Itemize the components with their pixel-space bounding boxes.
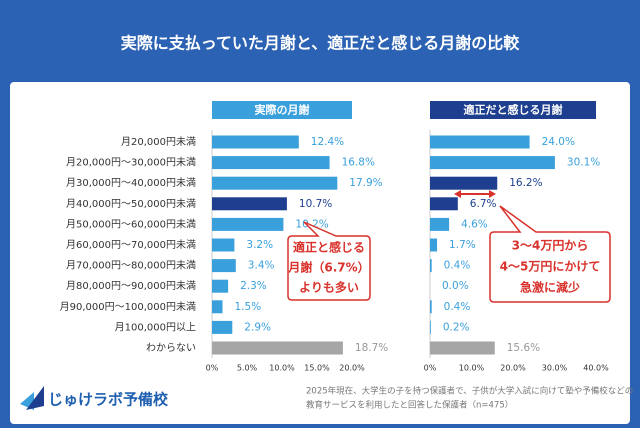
bar: [430, 217, 450, 231]
value-label: 0.4%: [444, 301, 471, 313]
x-tick-label: 10.0%: [269, 364, 295, 373]
callout-text: 3〜4万円から: [512, 239, 589, 253]
bar: [430, 259, 432, 273]
category-label: 月90,000円〜100,000円未満: [60, 301, 196, 313]
value-label: 1.7%: [449, 239, 476, 251]
callout-text: 適正と感じる: [293, 240, 365, 255]
callout-box: [287, 221, 371, 301]
category-label: 月20,000円未満: [121, 136, 196, 148]
panel-header: [212, 101, 352, 119]
bar: [212, 197, 287, 211]
page-title: 実際に支払っていた月謝と、適正だと感じる月謝の比較: [121, 34, 521, 53]
x-tick-label: 0%: [424, 364, 437, 373]
value-label: 24.0%: [542, 136, 575, 148]
value-label: 18.7%: [355, 342, 388, 354]
value-label: 4.6%: [461, 218, 488, 230]
value-label: 16.8%: [342, 157, 375, 169]
value-label: 3.2%: [246, 239, 273, 251]
category-label: 月50,000円〜60,000円未満: [66, 218, 196, 230]
callout-text: よりも多い: [299, 280, 359, 295]
callout-text: 月謝（6.7%）: [287, 260, 369, 275]
callout-box: [489, 205, 611, 303]
x-tick-label: 20.0%: [500, 364, 526, 373]
footnote: 教育サービスを利用したと回答した保護者（n=475）: [306, 400, 513, 411]
bar: [430, 341, 495, 355]
value-label: 12.4%: [311, 136, 344, 148]
bar: [430, 238, 438, 252]
x-tick-label: 0%: [206, 364, 219, 373]
category-label: 月70,000円〜80,000円未満: [66, 260, 196, 272]
value-label: 1.5%: [235, 301, 262, 313]
value-label: 6.7%: [470, 198, 497, 210]
bar: [430, 176, 498, 190]
value-label: 15.6%: [507, 342, 540, 354]
bar: [430, 156, 555, 170]
logo: じゅけラボ予備校: [48, 391, 169, 409]
value-label: 16.2%: [509, 177, 542, 189]
bar: [430, 197, 458, 211]
bar: [430, 135, 530, 149]
value-label: 10.2%: [295, 218, 328, 230]
x-tick-label: 40.0%: [583, 364, 609, 373]
value-label: 10.7%: [299, 198, 332, 210]
category-label: 月100,000円以上: [115, 321, 196, 333]
category-label: 月80,000円〜90,000円未満: [66, 280, 196, 292]
bar: [212, 341, 343, 355]
value-label: 0.4%: [444, 260, 471, 272]
bar: [212, 300, 223, 314]
panel-title: 適正だと感じる月謝: [464, 103, 563, 117]
value-label: 30.1%: [567, 157, 600, 169]
value-label: 2.3%: [240, 280, 267, 292]
bar: [212, 156, 330, 170]
callout-text: 4〜5万円にかけて: [500, 260, 601, 274]
x-tick-label: 30.0%: [542, 364, 568, 373]
category-label: 月40,000円〜50,000円未満: [66, 198, 196, 210]
logo-icon: [26, 386, 44, 410]
bar: [212, 259, 236, 273]
value-label: 0.2%: [443, 321, 470, 333]
category-label: 月30,000円〜40,000円未満: [66, 177, 196, 189]
category-label: 月60,000円〜70,000円未満: [66, 239, 196, 251]
bar: [212, 279, 229, 293]
footnote: 2025年現在、大学生の子を持つ保護者で、子供が大学入試に向けて塾や予備校などの: [306, 386, 633, 397]
panel-title: 実際の月謝: [255, 103, 310, 117]
bar: [430, 300, 432, 314]
value-label: 0.0%: [442, 280, 469, 292]
bar: [212, 320, 233, 334]
bar: [430, 320, 431, 334]
x-tick-label: 20.0%: [339, 364, 365, 373]
category-label: わからない: [146, 342, 196, 354]
bar: [212, 238, 235, 252]
x-tick-label: 5.0%: [237, 364, 258, 373]
value-label: 17.9%: [349, 177, 382, 189]
bar: [212, 217, 284, 231]
value-label: 3.4%: [248, 260, 275, 272]
bar: [212, 176, 338, 190]
bar: [212, 135, 299, 149]
x-tick-label: 15.0%: [304, 364, 330, 373]
panel-header: [430, 101, 596, 119]
category-label: 月20,000円〜30,000円未満: [66, 157, 196, 169]
value-label: 2.9%: [244, 321, 271, 333]
x-tick-label: 10.0%: [459, 364, 485, 373]
callout-text: 急激に減少: [520, 280, 580, 295]
